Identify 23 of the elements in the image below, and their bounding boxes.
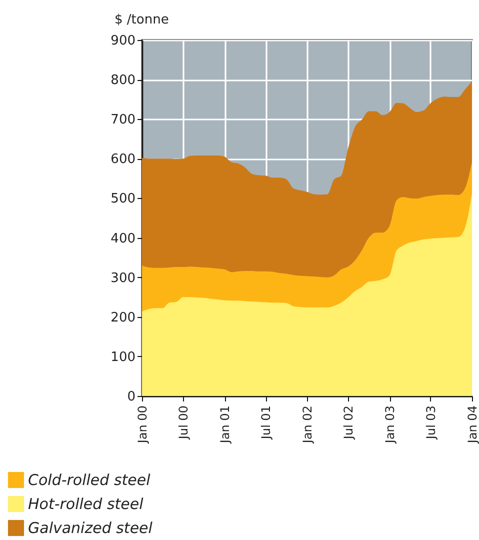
y-tick-label: 400 [110, 231, 136, 246]
y-tick-label: 900 [110, 34, 136, 48]
y-tick-label: 200 [110, 310, 136, 326]
x-tick-label: Jul 01 [259, 406, 274, 440]
y-tick-label: 500 [110, 192, 136, 207]
y-tick-label: 700 [110, 112, 136, 128]
y-tick-label: 800 [110, 73, 136, 88]
x-tick-label: Jan 02 [300, 406, 315, 444]
y-tick-label: 600 [110, 152, 136, 168]
legend-label: Galvanized steel [28, 519, 154, 537]
legend-label: Cold-rolled steel [28, 471, 152, 489]
y-tick-label: 100 [110, 350, 136, 365]
y-tick-label: 0 [127, 390, 136, 404]
x-tick-label: Jan 01 [218, 406, 232, 444]
x-tick-label: Jul 03 [424, 406, 438, 440]
x-tick-label: Jul 00 [176, 406, 191, 440]
y-axis-title: $ /tonne [114, 12, 169, 28]
x-tick-label: Jan 00 [136, 406, 150, 444]
legend-label: Hot-rolled steel [28, 495, 144, 513]
x-tick-label: Jan 04 [466, 406, 479, 444]
y-tick-label: 300 [110, 270, 136, 286]
x-tick-label: Jul 02 [341, 406, 356, 440]
x-tick-label: Jan 03 [383, 406, 398, 444]
